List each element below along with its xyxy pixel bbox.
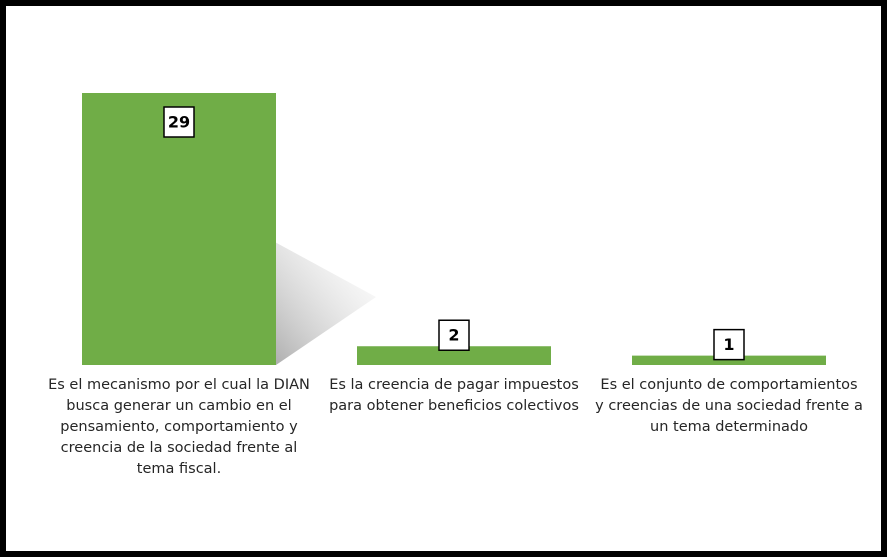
bar [82,93,276,365]
category-label: Es la creencia de pagar impuestos para o… [329,377,579,414]
bar [357,346,551,365]
value-label: 1 [723,335,734,354]
category-label: Es el conjunto de comportamientos y cree… [595,377,863,435]
category-label: Es el mecanismo por el cual la DIAN busc… [48,377,310,477]
value-label: 2 [448,326,459,345]
value-label: 29 [168,113,190,132]
bar-shadow [276,242,376,365]
value-label-box [438,319,470,351]
value-label-box [163,106,195,138]
value-label-box [713,328,745,361]
chart: 29 2 1 [82,93,826,365]
